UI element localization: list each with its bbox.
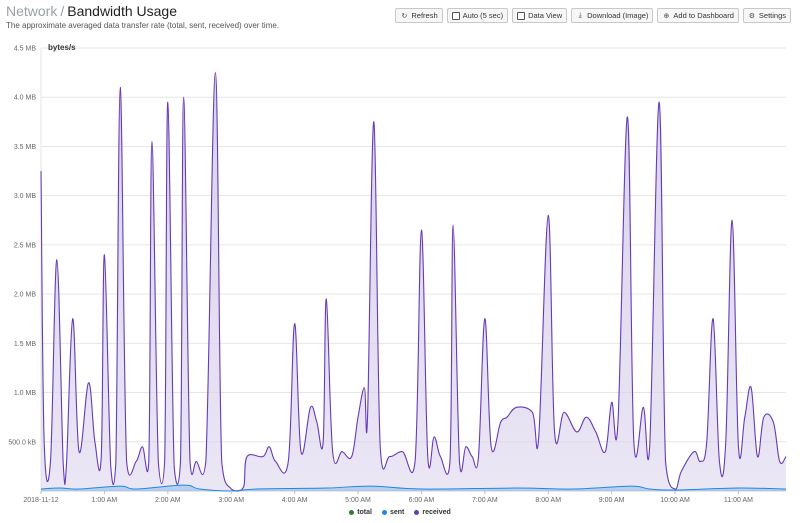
x-tick-label: 5:00 AM xyxy=(345,497,371,504)
checkbox-icon xyxy=(451,11,460,20)
legend-label: sent xyxy=(389,509,405,516)
data-view-label: Data View xyxy=(528,11,563,20)
settings-button[interactable]: ⚙ Settings xyxy=(742,8,791,23)
auto-label: Auto (5 sec) xyxy=(462,11,504,20)
page-header: Network / Bandwidth Usage The approximate … xyxy=(6,3,279,30)
legend-dot-icon xyxy=(381,510,387,515)
download-icon: ⤓ xyxy=(578,11,582,19)
legend-item-total[interactable]: total xyxy=(349,509,372,516)
x-tick-label: 10:00 AM xyxy=(660,497,690,504)
legend-label: received xyxy=(422,509,451,516)
refresh-icon: ↻ xyxy=(401,12,408,20)
x-tick-label: 4:00 AM xyxy=(282,497,308,504)
add-to-dashboard-button[interactable]: ⊕ Add to Dashboard xyxy=(657,8,739,23)
toolbar: ↻ Refresh Auto (5 sec) Data View ⤓ Downloa… xyxy=(395,8,791,23)
x-tick-label: 9:00 AM xyxy=(599,497,625,504)
page-subtitle: The approximate averaged data transfer r… xyxy=(6,21,280,30)
refresh-label: Refresh xyxy=(411,11,438,20)
legend-label: total xyxy=(357,509,372,516)
download-image-button[interactable]: ⤓ Download (Image) xyxy=(571,8,654,23)
series-line-received xyxy=(40,72,787,492)
breadcrumb-network[interactable]: Network xyxy=(6,3,58,19)
y-tick-label: 1.5 MB xyxy=(14,341,37,348)
page-title: Bandwidth Usage xyxy=(67,3,177,19)
series-areas xyxy=(40,72,787,492)
y-tick-label: 3.5 MB xyxy=(14,144,37,151)
add-dashboard-label: Add to Dashboard xyxy=(673,11,734,20)
y-tick-label: 4.5 MB xyxy=(14,46,37,53)
y-tick-label: 1.0 MB xyxy=(14,390,37,397)
data-view-toggle[interactable]: Data View xyxy=(512,8,568,23)
x-tick-label: 2018-11-12 xyxy=(23,497,58,504)
x-tick-label: 3:00 AM xyxy=(218,497,244,504)
legend-item-sent[interactable]: sent xyxy=(381,509,405,516)
breadcrumb-separator: / xyxy=(60,3,65,19)
y-tick-label: 500.0 kB xyxy=(8,439,36,446)
x-tick-label: 7:00 AM xyxy=(472,497,498,504)
series-area-sent xyxy=(41,485,786,491)
x-tick-label: 1:00 AM xyxy=(92,497,118,504)
settings-label: Settings xyxy=(758,11,786,20)
legend-dot-icon xyxy=(349,510,355,515)
legend-item-received[interactable]: received xyxy=(414,509,451,516)
series-line-sent xyxy=(40,484,787,492)
y-tick-label: 3.0 MB xyxy=(14,193,37,200)
gear-icon: ⚙ xyxy=(748,12,756,20)
y-tick-label: 2.0 MB xyxy=(14,292,37,299)
chart-legend: total sent received xyxy=(0,509,800,516)
refresh-button[interactable]: ↻ Refresh xyxy=(395,8,443,23)
x-tick-label: 2:00 AM xyxy=(155,497,181,504)
series-area-received xyxy=(41,72,786,492)
auto-refresh-toggle[interactable]: Auto (5 sec) xyxy=(446,8,509,23)
x-tick-label: 11:00 AM xyxy=(724,497,753,504)
axis-ticks: 500.0 kB 1.0 MB 1.5 MB 2.0 MB 2.5 MB 3.0 MB 3.… xyxy=(8,46,753,505)
y-tick-label: 4.0 MB xyxy=(14,95,37,102)
x-tick-label: 6:00 AM xyxy=(409,497,435,504)
plus-circle-icon: ⊕ xyxy=(663,12,670,20)
y-axis-unit-label: bytes/s xyxy=(48,43,76,52)
download-label: Download (Image) xyxy=(587,11,649,20)
title-row: Network / Bandwidth Usage xyxy=(6,3,279,19)
x-tick-label: 8:00 AM xyxy=(535,497,561,504)
legend-dot-icon xyxy=(414,510,420,515)
y-tick-label: 2.5 MB xyxy=(14,242,37,249)
checkbox-icon xyxy=(517,11,526,20)
